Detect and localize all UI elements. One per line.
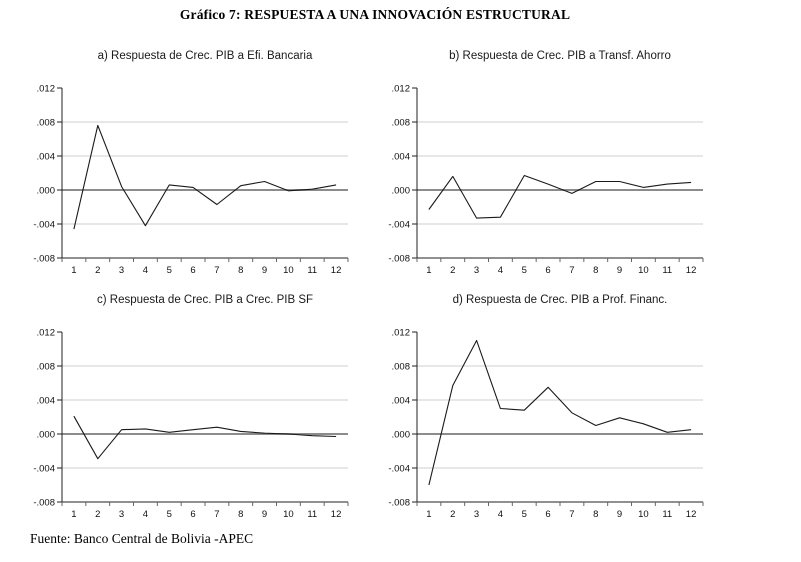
- x-tick-label: 9: [262, 265, 267, 276]
- y-tick-label: -.004: [33, 464, 55, 475]
- x-tick-label: 9: [617, 265, 622, 276]
- source-note: Fuente: Banco Central de Bolivia -APEC: [30, 531, 254, 546]
- y-tick-label: .008: [392, 362, 411, 373]
- y-tick-label: .000: [392, 186, 411, 197]
- x-tick-label: 12: [331, 509, 342, 520]
- x-tick-label: 9: [262, 509, 267, 520]
- y-tick-label: .004: [37, 152, 56, 163]
- x-tick-label: 9: [617, 509, 622, 520]
- x-tick-label: 11: [307, 509, 317, 520]
- y-tick-label: .008: [37, 118, 56, 129]
- y-tick-label: .008: [392, 118, 411, 129]
- x-tick-label: 7: [214, 509, 219, 520]
- y-tick-label: -.004: [388, 220, 410, 231]
- y-tick-label: .000: [37, 430, 56, 441]
- x-tick-label: 10: [283, 509, 294, 520]
- x-tick-label: 12: [331, 265, 342, 276]
- subplot-c: c) Respuesta de Crec. PIB a Crec. PIB SF…: [28, 294, 368, 529]
- x-tick-label: 7: [569, 265, 574, 276]
- x-tick-label: 1: [71, 265, 76, 276]
- response-line: [428, 174, 692, 219]
- y-tick-label: -.004: [33, 220, 55, 231]
- x-tick-label: 8: [238, 265, 243, 276]
- x-tick-label: 6: [190, 265, 195, 276]
- y-tick-label: -.008: [388, 498, 410, 509]
- x-tick-label: 4: [498, 509, 503, 520]
- x-tick-label: 11: [307, 265, 317, 276]
- x-tick-label: 8: [593, 509, 598, 520]
- y-tick-label: .008: [37, 362, 56, 373]
- x-tick-label: 2: [95, 265, 100, 276]
- y-tick-label: -.008: [33, 498, 55, 509]
- x-tick-label: 5: [167, 509, 172, 520]
- response-line: [73, 415, 337, 460]
- y-tick-label: .012: [37, 328, 56, 339]
- subplot-c-title: c) Respuesta de Crec. PIB a Crec. PIB SF: [96, 294, 314, 306]
- x-tick-label: 7: [214, 265, 219, 276]
- x-tick-label: 6: [545, 265, 550, 276]
- x-tick-label: 3: [474, 509, 479, 520]
- x-tick-label: 6: [545, 509, 550, 520]
- x-tick-label: 2: [450, 509, 455, 520]
- x-tick-label: 1: [71, 509, 76, 520]
- x-tick-label: 6: [190, 509, 195, 520]
- x-tick-label: 2: [95, 509, 100, 520]
- x-tick-label: 3: [119, 265, 124, 276]
- subplot-d-title: d) Respuesta de Crec. PIB a Prof. Financ…: [452, 294, 668, 306]
- x-tick-label: 3: [119, 509, 124, 520]
- y-tick-label: .012: [392, 84, 411, 95]
- subplot-d: d) Respuesta de Crec. PIB a Prof. Financ…: [383, 294, 723, 529]
- y-tick-label: .012: [392, 328, 411, 339]
- x-tick-label: 12: [686, 509, 697, 520]
- y-tick-label: .004: [392, 152, 411, 163]
- figure-title: Gráfico 7: RESPUESTA A UNA INNOVACIÓN ES…: [179, 7, 571, 22]
- x-tick-label: 4: [143, 509, 148, 520]
- y-tick-label: -.008: [33, 254, 55, 265]
- x-tick-label: 1: [426, 265, 431, 276]
- y-tick-label: .000: [37, 186, 56, 197]
- x-tick-label: 4: [143, 265, 148, 276]
- x-tick-label: 5: [522, 265, 527, 276]
- x-tick-label: 4: [498, 265, 503, 276]
- x-tick-label: 12: [686, 265, 697, 276]
- y-tick-label: .004: [37, 396, 56, 407]
- y-tick-label: -.004: [388, 464, 410, 475]
- subplot-b: b) Respuesta de Crec. PIB a Transf. Ahor…: [383, 50, 723, 285]
- y-tick-label: .000: [392, 430, 411, 441]
- x-tick-label: 11: [662, 509, 672, 520]
- x-tick-label: 11: [662, 265, 672, 276]
- x-tick-label: 10: [638, 265, 649, 276]
- x-tick-label: 10: [638, 509, 649, 520]
- response-line: [428, 339, 692, 486]
- subplot-a-title: a) Respuesta de Crec. PIB a Efi. Bancari…: [97, 50, 313, 62]
- x-tick-label: 8: [238, 509, 243, 520]
- x-tick-label: 7: [569, 509, 574, 520]
- x-tick-label: 5: [522, 509, 527, 520]
- subplot-b-title: b) Respuesta de Crec. PIB a Transf. Ahor…: [449, 50, 671, 62]
- x-tick-label: 5: [167, 265, 172, 276]
- subplot-a: a) Respuesta de Crec. PIB a Efi. Bancari…: [28, 50, 368, 285]
- y-tick-label: .012: [37, 84, 56, 95]
- x-tick-label: 10: [283, 265, 294, 276]
- response-line: [73, 124, 337, 230]
- y-tick-label: -.008: [388, 254, 410, 265]
- x-tick-label: 2: [450, 265, 455, 276]
- x-tick-label: 8: [593, 265, 598, 276]
- y-tick-label: .004: [392, 396, 411, 407]
- x-tick-label: 1: [426, 509, 431, 520]
- x-tick-label: 3: [474, 265, 479, 276]
